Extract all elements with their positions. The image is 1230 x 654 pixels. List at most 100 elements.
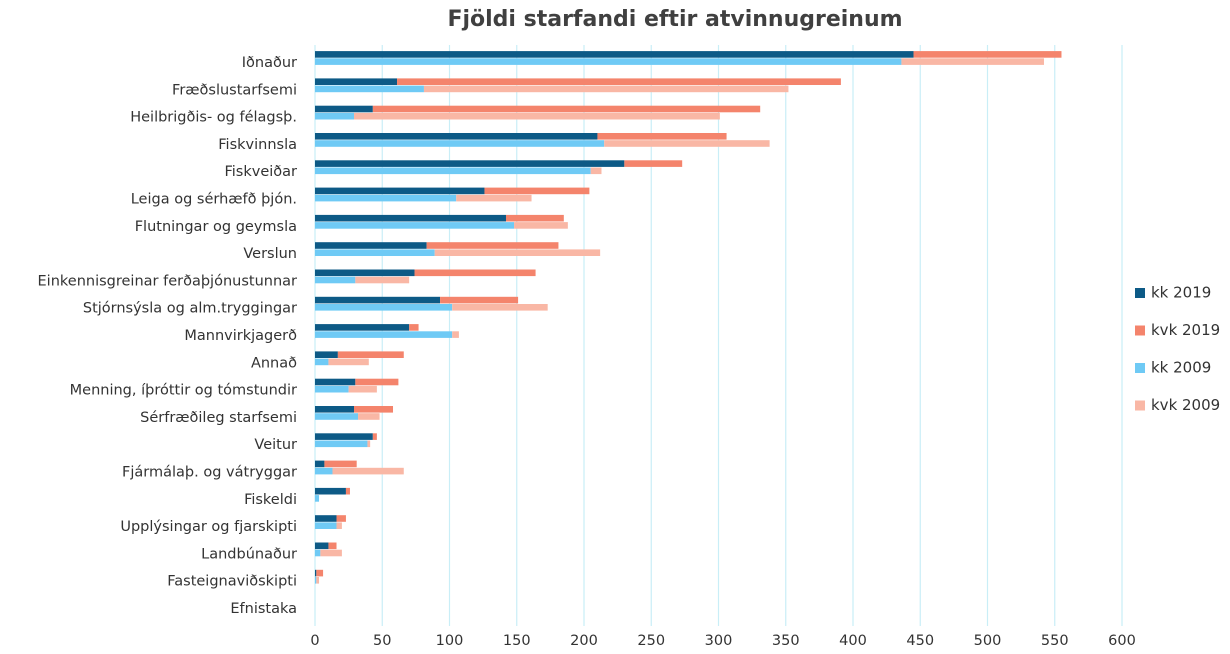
y-tick-label: Fiskveiðar [224,164,297,180]
y-tick-label: Verslun [243,246,297,262]
bar [315,58,902,65]
bar [409,324,419,331]
bar [336,522,342,529]
y-tick-label: Iðnaður [242,55,297,71]
bar [336,515,346,522]
y-tick-label: Fjármálaþ. og vátryggar [122,465,297,481]
legend-label: kvk 2009 [1151,396,1220,414]
bar [315,378,356,386]
bar [345,487,350,495]
legend-swatch [1135,400,1145,411]
bar [434,249,601,256]
bar [315,433,373,440]
bar [337,351,404,358]
bar [354,406,394,413]
bar [913,51,1062,58]
chart-title: Fjöldi starfandi eftir atvinnugreinum [447,7,902,32]
bar [315,140,605,147]
bar [315,276,356,284]
bar [316,577,320,584]
legend-label: kk 2009 [1151,359,1211,377]
bar [315,549,321,557]
x-tick-label: 250 [637,633,665,649]
x-tick-label: 200 [570,633,598,649]
bar [456,194,532,202]
y-tick-label: Heilbrigðis- og félagsþ. [130,110,297,126]
bar [316,569,324,577]
bar [315,214,506,222]
bar [315,351,338,358]
bar [315,542,329,550]
bar [355,276,410,284]
x-tick-label: 300 [705,633,733,649]
x-tick-label: 0 [310,633,319,649]
bar [328,358,369,366]
bar [315,296,441,304]
bar [315,487,346,495]
y-tick-label: Landbúnaður [201,546,297,562]
bar [315,385,349,393]
y-tick-label: Flutningar og geymsla [135,219,297,235]
bar [514,222,568,229]
bar [901,58,1044,65]
bar [348,385,377,393]
y-tick-label: Mannvirkjagerð [184,328,297,344]
y-tick-label: Annað [251,355,297,371]
y-tick-label: Upplýsingar og fjarskipti [120,519,297,535]
bar [590,167,602,175]
bar [358,413,380,420]
bar [315,242,427,249]
bar [367,440,371,448]
bar [315,105,373,113]
bar [315,194,457,202]
bar [315,269,415,277]
bar [597,133,727,140]
bar [332,467,404,475]
bar [315,440,368,448]
x-tick-label: 450 [906,633,934,649]
y-tick-label: Leiga og sérhæfð þjón. [131,192,297,208]
bar [315,467,333,475]
x-tick-label: 600 [1108,633,1136,649]
bar [423,85,789,93]
bar [315,222,515,229]
bar [315,324,410,331]
bar [320,549,342,557]
y-tick-label: Sérfræðileg starfsemi [140,410,297,426]
bar [604,140,770,147]
bar [315,460,325,468]
bar [414,269,536,277]
bar [315,112,355,120]
bar [315,577,317,584]
legend-label: kvk 2019 [1151,321,1220,339]
bar [397,78,841,85]
bar [315,249,435,256]
bar [505,214,564,222]
bar [315,522,337,529]
x-tick-label: 350 [772,633,800,649]
x-tick-label: 150 [503,633,531,649]
x-tick-label: 550 [1041,633,1069,649]
bar [315,85,424,93]
legend-swatch [1135,325,1145,336]
bar [624,160,683,167]
x-tick-label: 50 [373,633,391,649]
bar [354,112,720,120]
bar [315,515,337,522]
bar [452,304,548,311]
legend-swatch [1135,288,1145,298]
bar [440,296,519,304]
bar [426,242,559,249]
bar [484,187,590,195]
x-tick-label: 100 [436,633,464,649]
y-tick-label: Fræðslustarfsemi [172,82,297,98]
bar [315,78,398,85]
bar [315,406,355,413]
bar [315,187,485,195]
bar [372,433,377,440]
bar [315,569,317,577]
bar [315,304,453,311]
y-tick-label: Einkennisgreinar ferðaþjónustunnar [38,273,298,289]
bar [355,378,399,386]
